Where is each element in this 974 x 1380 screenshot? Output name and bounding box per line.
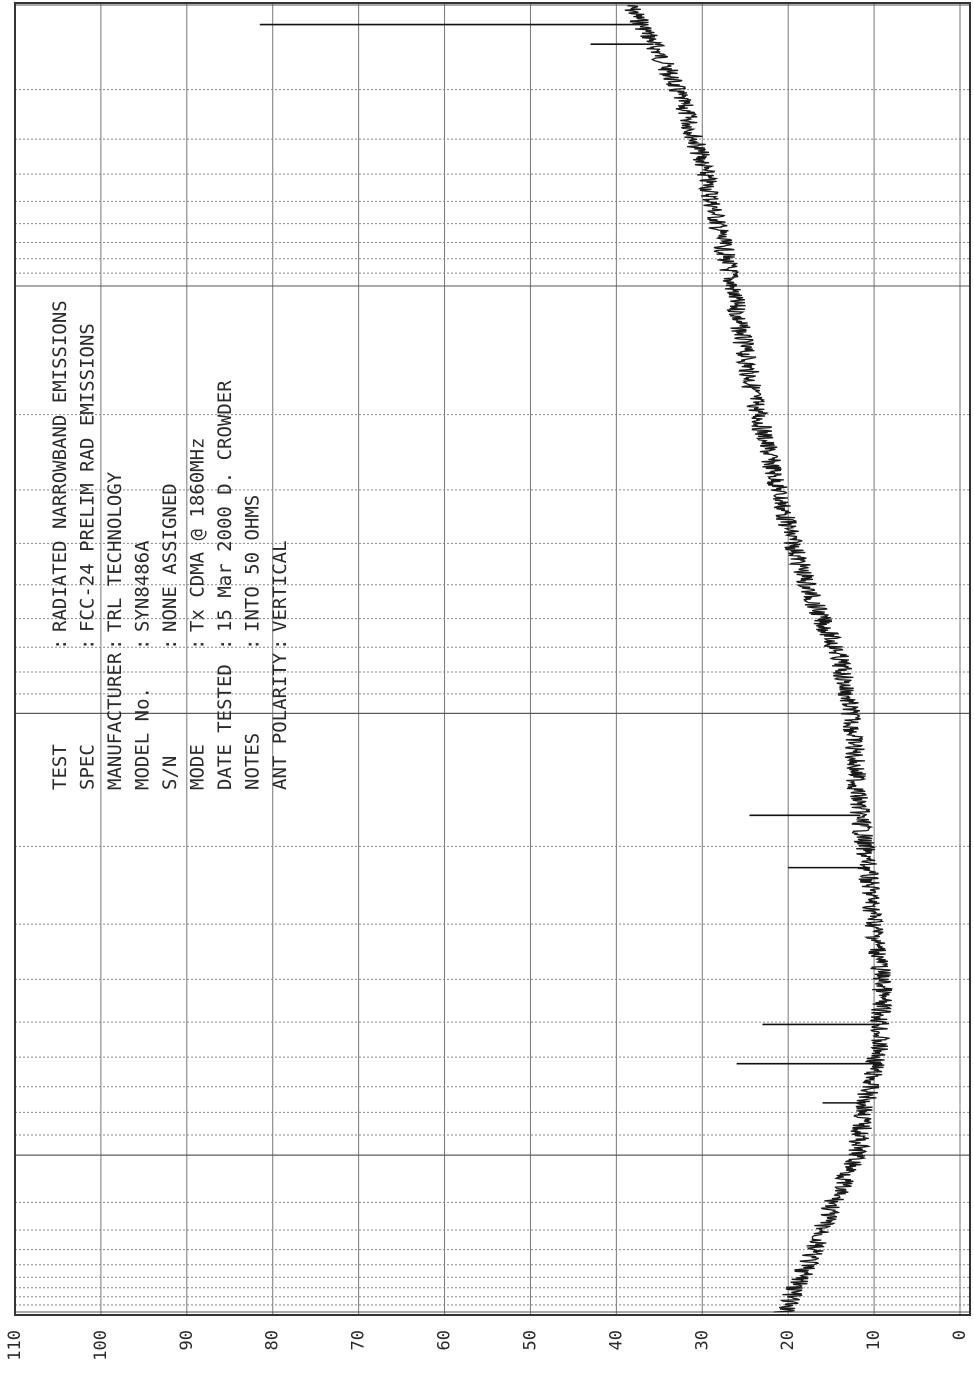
header-label: ANT POLARITY — [269, 652, 291, 790]
header-separator: : — [49, 639, 71, 650]
header-value: NONE ASSIGNED — [159, 483, 181, 632]
chart-grid — [14, 3, 970, 1315]
header-value: VERTICAL — [269, 540, 291, 632]
header-value: TRL TECHNOLOGY — [104, 471, 126, 632]
header-label: DATE TESTED — [214, 664, 236, 790]
header-label: MODE — [187, 744, 209, 790]
trace-line — [624, 4, 893, 1313]
header-value: FCC-24 PRELIM RAD EMISSIONS — [77, 323, 99, 632]
header-label: MANUFACTURER — [104, 652, 126, 790]
header-separator: : — [104, 639, 126, 650]
value-tick-label: 50 — [520, 1330, 540, 1350]
header-value: INTO 50 OHMS — [242, 495, 264, 632]
header-label: NOTES — [242, 733, 264, 790]
header-value: SYN8486A — [132, 540, 154, 632]
header-separator: : — [77, 639, 99, 650]
value-tick-label: 110 — [5, 1330, 25, 1361]
value-tick-label: 20 — [778, 1330, 798, 1350]
value-tick-label: 10 — [864, 1330, 884, 1350]
value-tick-label: 80 — [263, 1330, 283, 1350]
header-label: SPEC — [77, 744, 99, 790]
value-tick-label: 100 — [91, 1330, 111, 1361]
header-value: RADIATED NARROWBAND EMISSIONS — [49, 300, 71, 632]
test-header: TEST: RADIATED NARROWBAND EMISSIONS SPEC: F… — [49, 300, 291, 790]
header-separator: : — [187, 639, 209, 650]
header-value: Tx CDMA @ 1860MHz — [187, 438, 209, 632]
value-tick-label: 90 — [177, 1330, 197, 1350]
value-tick-label: 30 — [692, 1330, 712, 1350]
value-tick-label: 60 — [435, 1330, 455, 1350]
header-separator: : — [132, 639, 154, 650]
header-label: TEST — [49, 744, 71, 790]
value-tick-label: 40 — [606, 1330, 626, 1350]
header-value: 15 Mar 2000 D. CROWDER — [214, 380, 236, 632]
header-separator: : — [214, 639, 236, 650]
plot-frame — [14, 2, 971, 1316]
emission-trace — [259, 4, 893, 1313]
header-separator: : — [242, 639, 264, 650]
header-label: MODEL No. — [132, 687, 154, 790]
y-axis-ticks: 0 10 20 30 40 50 60 70 80 90 100 110 — [5, 1330, 970, 1361]
header-label: S/N — [159, 756, 181, 790]
header-separator: : — [159, 639, 181, 650]
header-separator: : — [269, 639, 291, 650]
value-tick-label: 70 — [349, 1330, 369, 1350]
value-tick-label: 0 — [950, 1330, 970, 1340]
